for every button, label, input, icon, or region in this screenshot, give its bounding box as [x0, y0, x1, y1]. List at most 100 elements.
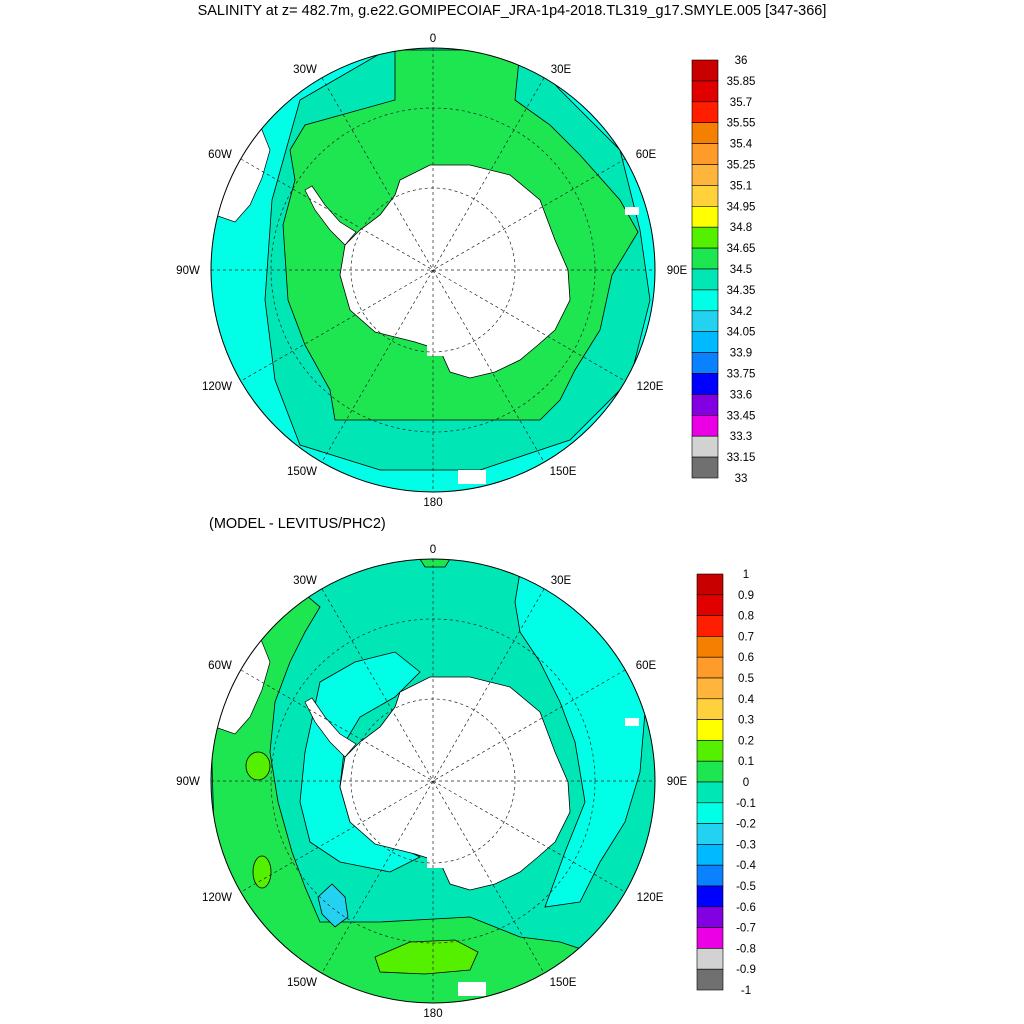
salinity-colorbar-swatch — [691, 456, 719, 479]
lon-label-60w: 60W — [208, 149, 232, 161]
salinity-colorbar-tick-label: 33.45 — [727, 410, 756, 422]
salinity-colorbar-tick-label: 34.65 — [727, 243, 756, 255]
difference-colorbar-tick-label: 0.7 — [738, 631, 754, 643]
salinity-colorbar-swatch — [691, 143, 719, 165]
salinity-colorbar-tick-label: 34.35 — [727, 285, 756, 297]
difference-colorbar-swatch — [696, 656, 724, 679]
difference-colorbar-tick-label: 0.2 — [738, 735, 754, 747]
difference-colorbar-swatch — [696, 885, 724, 908]
salinity-colorbar: 36 35.85 35.7 35.55 35.4 35.25 35.1 34.95 34.8 34… — [691, 55, 756, 485]
lon-label-150w: 150W — [287, 466, 317, 478]
strong-positive-anomaly-south — [374, 939, 479, 975]
salinity-colorbar-tick-label: 35.85 — [727, 76, 756, 88]
salinity-colorbar-swatch — [691, 435, 719, 458]
figure-title: SALINITY at z= 482.7m, g.e22.GOMIPECOIAF… — [197, 3, 827, 19]
lon-label-30e: 30E — [551, 575, 572, 587]
difference-colorbar: 1 0.9 0.8 0.7 0.6 0.5 0.4 0.3 0.2 0.1 0 -0.1 -0.2 -0.… — [696, 569, 757, 997]
lon-label-120w: 120W — [202, 381, 232, 393]
difference-colorbar-swatch — [696, 615, 724, 637]
island-patch — [427, 854, 453, 868]
lon-label-150w: 150W — [287, 977, 317, 989]
difference-colorbar-tick-label: -0.3 — [736, 839, 756, 851]
salinity-colorbar-tick-label: 34.5 — [730, 264, 752, 276]
salinity-colorbar-swatch — [691, 59, 719, 82]
lon-label-90w: 90W — [176, 776, 200, 788]
salinity-colorbar-tick-label: 34.8 — [730, 222, 752, 234]
graticule — [211, 48, 655, 492]
salinity-colorbar-swatch — [691, 373, 719, 395]
salinity-colorbar-swatch — [691, 310, 719, 332]
lon-label-90w: 90W — [176, 265, 200, 277]
difference-colorbar-swatch — [696, 594, 724, 616]
difference-colorbar-swatch — [696, 864, 724, 887]
difference-colorbar-swatch — [696, 948, 724, 970]
salinity-colorbar-swatch — [691, 331, 719, 353]
difference-colorbar-tick-label: 0.4 — [738, 694, 755, 706]
difference-colorbar-swatch — [696, 781, 724, 804]
lon-label-0: 0 — [430, 33, 436, 45]
difference-colorbar-swatch — [696, 968, 724, 991]
positive-anomaly-north — [419, 559, 451, 568]
strong-positive-anomaly-west — [245, 751, 271, 781]
salinity-map-panel: 0 30W 30E 60W 60E 90W 90E 120W 120E 150W… — [176, 33, 756, 509]
lon-label-120e: 120E — [637, 381, 664, 393]
salinity-colorbar-tick-label: 33.6 — [730, 389, 752, 401]
graticule — [211, 559, 655, 1003]
salinity-colorbar-tick-label: 33.9 — [730, 348, 752, 360]
difference-colorbar-tick-label: 0.6 — [738, 652, 754, 664]
difference-colorbar-swatch — [696, 760, 724, 783]
difference-colorbar-swatch — [696, 823, 724, 845]
salinity-colorbar-tick-label: 33.15 — [727, 452, 756, 464]
difference-colorbar-tick-label: 0.3 — [738, 715, 754, 727]
salinity-colorbar-tick-label: 35.1 — [730, 180, 752, 192]
difference-colorbar-swatch — [696, 573, 724, 596]
difference-colorbar-tick-label: 0 — [743, 777, 749, 789]
salinity-colorbar-swatch — [691, 268, 719, 291]
antarctic-peninsula — [304, 697, 357, 758]
difference-colorbar-swatch — [696, 844, 724, 866]
island-patch — [625, 207, 639, 215]
difference-colorbar-tick-label: -0.4 — [736, 860, 756, 872]
difference-colorbar-swatch — [696, 698, 724, 720]
lon-label-150e: 150E — [550, 977, 577, 989]
island-patch — [458, 982, 486, 996]
salinity-colorbar-tick-label: 34.05 — [727, 327, 756, 339]
difference-colorbar-tick-label: 0.1 — [738, 756, 754, 768]
difference-colorbar-tick-label: 0.9 — [738, 590, 754, 602]
difference-colorbar-tick-label: 0.8 — [738, 611, 754, 623]
difference-colorbar-swatch — [696, 677, 724, 700]
difference-colorbar-tick-label: -0.8 — [736, 943, 756, 955]
island-patch — [427, 342, 453, 356]
salinity-colorbar-swatch — [691, 80, 719, 103]
difference-colorbar-tick-label: -0.6 — [736, 902, 756, 914]
salinity-colorbar-tick-label: 33.3 — [730, 431, 752, 443]
salinity-colorbar-tick-label: 35.7 — [730, 97, 752, 109]
difference-colorbar-swatch — [696, 719, 724, 741]
difference-colorbar-tick-label: -0.9 — [736, 964, 756, 976]
lon-label-120w: 120W — [202, 892, 232, 904]
positive-anomaly-west — [211, 589, 591, 1003]
island-patch — [458, 470, 486, 484]
difference-colorbar-tick-label: -0.1 — [736, 798, 756, 810]
salinity-colorbar-swatch — [691, 206, 719, 228]
difference-subtitle: (MODEL - LEVITUS/PHC2) — [209, 516, 386, 532]
salinity-colorbar-tick-label: 35.25 — [727, 160, 756, 172]
lon-label-60e: 60E — [636, 149, 657, 161]
lon-label-180: 180 — [423, 497, 442, 509]
strong-positive-anomaly-southwest — [252, 855, 272, 889]
lon-label-30w: 30W — [293, 64, 317, 76]
salinity-colorbar-swatch — [691, 352, 719, 374]
difference-colorbar-swatch — [696, 927, 724, 949]
salinity-colorbar-swatch — [691, 122, 719, 144]
salinity-colorbar-swatch — [691, 289, 719, 312]
lon-label-90e: 90E — [667, 265, 688, 277]
antarctic-peninsula — [304, 185, 357, 246]
lon-label-30e: 30E — [551, 64, 572, 76]
salinity-colorbar-swatch — [691, 185, 719, 207]
island-patch — [625, 718, 639, 726]
lon-label-30w: 30W — [293, 575, 317, 587]
difference-colorbar-tick-label: -0.7 — [736, 923, 756, 935]
salinity-colorbar-swatch — [691, 101, 719, 124]
lon-label-0: 0 — [430, 544, 436, 556]
lon-label-180: 180 — [423, 1008, 442, 1020]
